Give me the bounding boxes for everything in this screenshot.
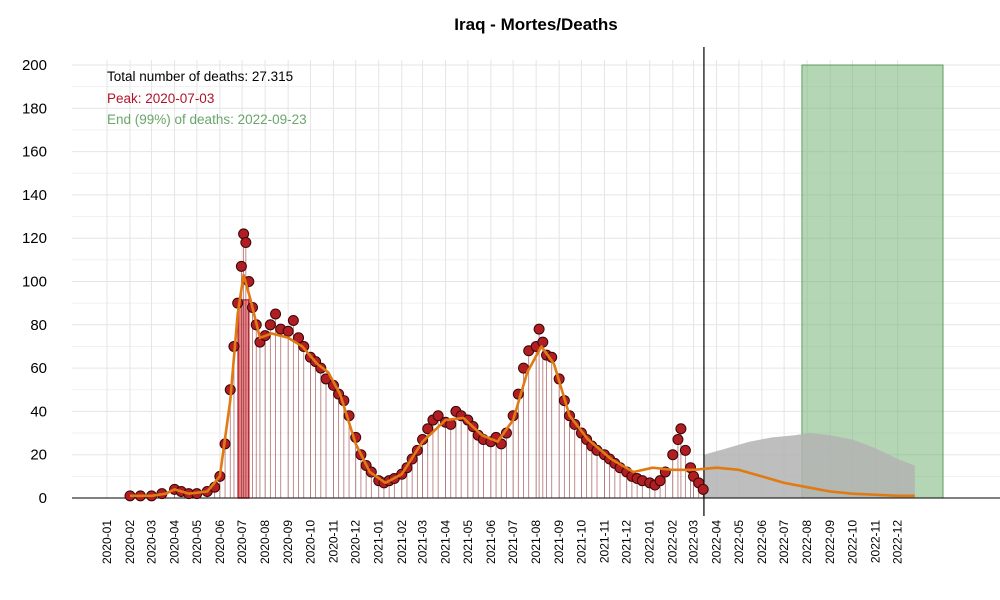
x-tick-label: 2020-05	[190, 520, 204, 564]
y-tick-label: 40	[30, 403, 47, 420]
y-tick-label: 100	[22, 274, 47, 291]
fitted-curve	[130, 273, 915, 498]
data-point	[240, 237, 252, 249]
x-tick-label: 2020-07	[235, 520, 249, 564]
y-tick-label: 80	[30, 317, 47, 334]
annotation-end-date: End (99%) of deaths: 2022-09-23	[107, 112, 307, 127]
x-tick-label: 2020-01	[100, 520, 114, 564]
x-tick-label: 2021-03	[416, 520, 430, 564]
x-tick-label: 2021-07	[506, 520, 520, 564]
observed-points	[124, 228, 709, 502]
data-point	[533, 323, 545, 335]
annotation-total-deaths: Total number of deaths: 27.315	[107, 69, 293, 84]
x-tick-label: 2021-01	[372, 520, 386, 564]
data-point	[697, 483, 709, 495]
end-band	[801, 64, 944, 499]
x-tick-label: 2021-11	[597, 520, 611, 563]
data-point	[537, 336, 549, 348]
x-tick-label: 2020-09	[281, 520, 295, 564]
chart-title: Iraq - Mortes/Deaths	[454, 15, 617, 34]
projection-area	[703, 433, 915, 498]
data-point	[235, 260, 247, 272]
y-tick-label: 120	[22, 230, 47, 247]
y-tick-label: 140	[22, 187, 47, 204]
x-tick-label: 2022-05	[732, 520, 746, 564]
data-point	[270, 308, 282, 320]
x-tick-label: 2022-07	[777, 520, 791, 564]
data-point	[432, 410, 444, 422]
tick-labels: 0 20 40 60 80 100 120 140 160 180 200 2020-01 2020-0…	[22, 57, 905, 564]
x-tick-label: 2021-04	[439, 520, 453, 564]
data-point	[667, 449, 679, 461]
x-tick-label: 2022-09	[823, 520, 837, 564]
y-tick-label: 0	[39, 490, 47, 507]
y-tick-label: 200	[22, 57, 47, 74]
data-point	[675, 423, 687, 435]
x-tick-label: 2020-02	[123, 520, 137, 564]
y-tick-label: 60	[30, 360, 47, 377]
x-tick-label: 2020-03	[145, 520, 159, 564]
x-tick-label: 2020-11	[326, 520, 340, 563]
fitted-curve-line	[130, 273, 915, 498]
x-tick-label: 2022-10	[845, 520, 859, 564]
projection-band	[703, 433, 915, 498]
data-point	[282, 325, 294, 337]
x-tick-label: 2022-06	[755, 520, 769, 564]
x-tick-label: 2021-10	[574, 520, 588, 564]
x-tick-label: 2022-08	[800, 520, 814, 564]
x-tick-label: 2022-12	[891, 520, 905, 564]
x-tick-label: 2021-09	[552, 520, 566, 564]
x-tick-label: 2021-06	[484, 520, 498, 564]
x-tick-label: 2020-04	[168, 520, 182, 564]
data-point	[264, 319, 276, 331]
bands	[237, 64, 944, 499]
data-point	[422, 423, 434, 435]
x-tick-label: 2020-12	[349, 520, 363, 564]
y-tick-label: 180	[22, 100, 47, 117]
x-tick-label: 2021-08	[529, 520, 543, 564]
x-tick-label: 2020-10	[303, 520, 317, 564]
data-point	[417, 434, 429, 446]
data-point	[654, 475, 666, 487]
x-tick-label: 2021-05	[461, 520, 475, 564]
x-tick-label: 2022-01	[643, 520, 657, 564]
y-tick-label: 20	[30, 447, 47, 464]
x-tick-label: 2022-02	[666, 520, 680, 564]
data-point	[287, 314, 299, 326]
data-point	[679, 444, 691, 456]
x-tick-label: 2020-06	[213, 520, 227, 564]
y-tick-label: 160	[22, 144, 47, 161]
x-tick-label: 2022-03	[687, 520, 701, 564]
annotation-peak-date: Peak: 2020-07-03	[107, 91, 214, 106]
x-tick-label: 2022-04	[710, 520, 724, 564]
x-tick-label: 2020-08	[258, 520, 272, 564]
x-tick-label: 2021-02	[395, 520, 409, 564]
x-tick-label: 2022-11	[868, 520, 882, 563]
x-tick-label: 2021-12	[620, 520, 634, 564]
data-point	[672, 434, 684, 446]
